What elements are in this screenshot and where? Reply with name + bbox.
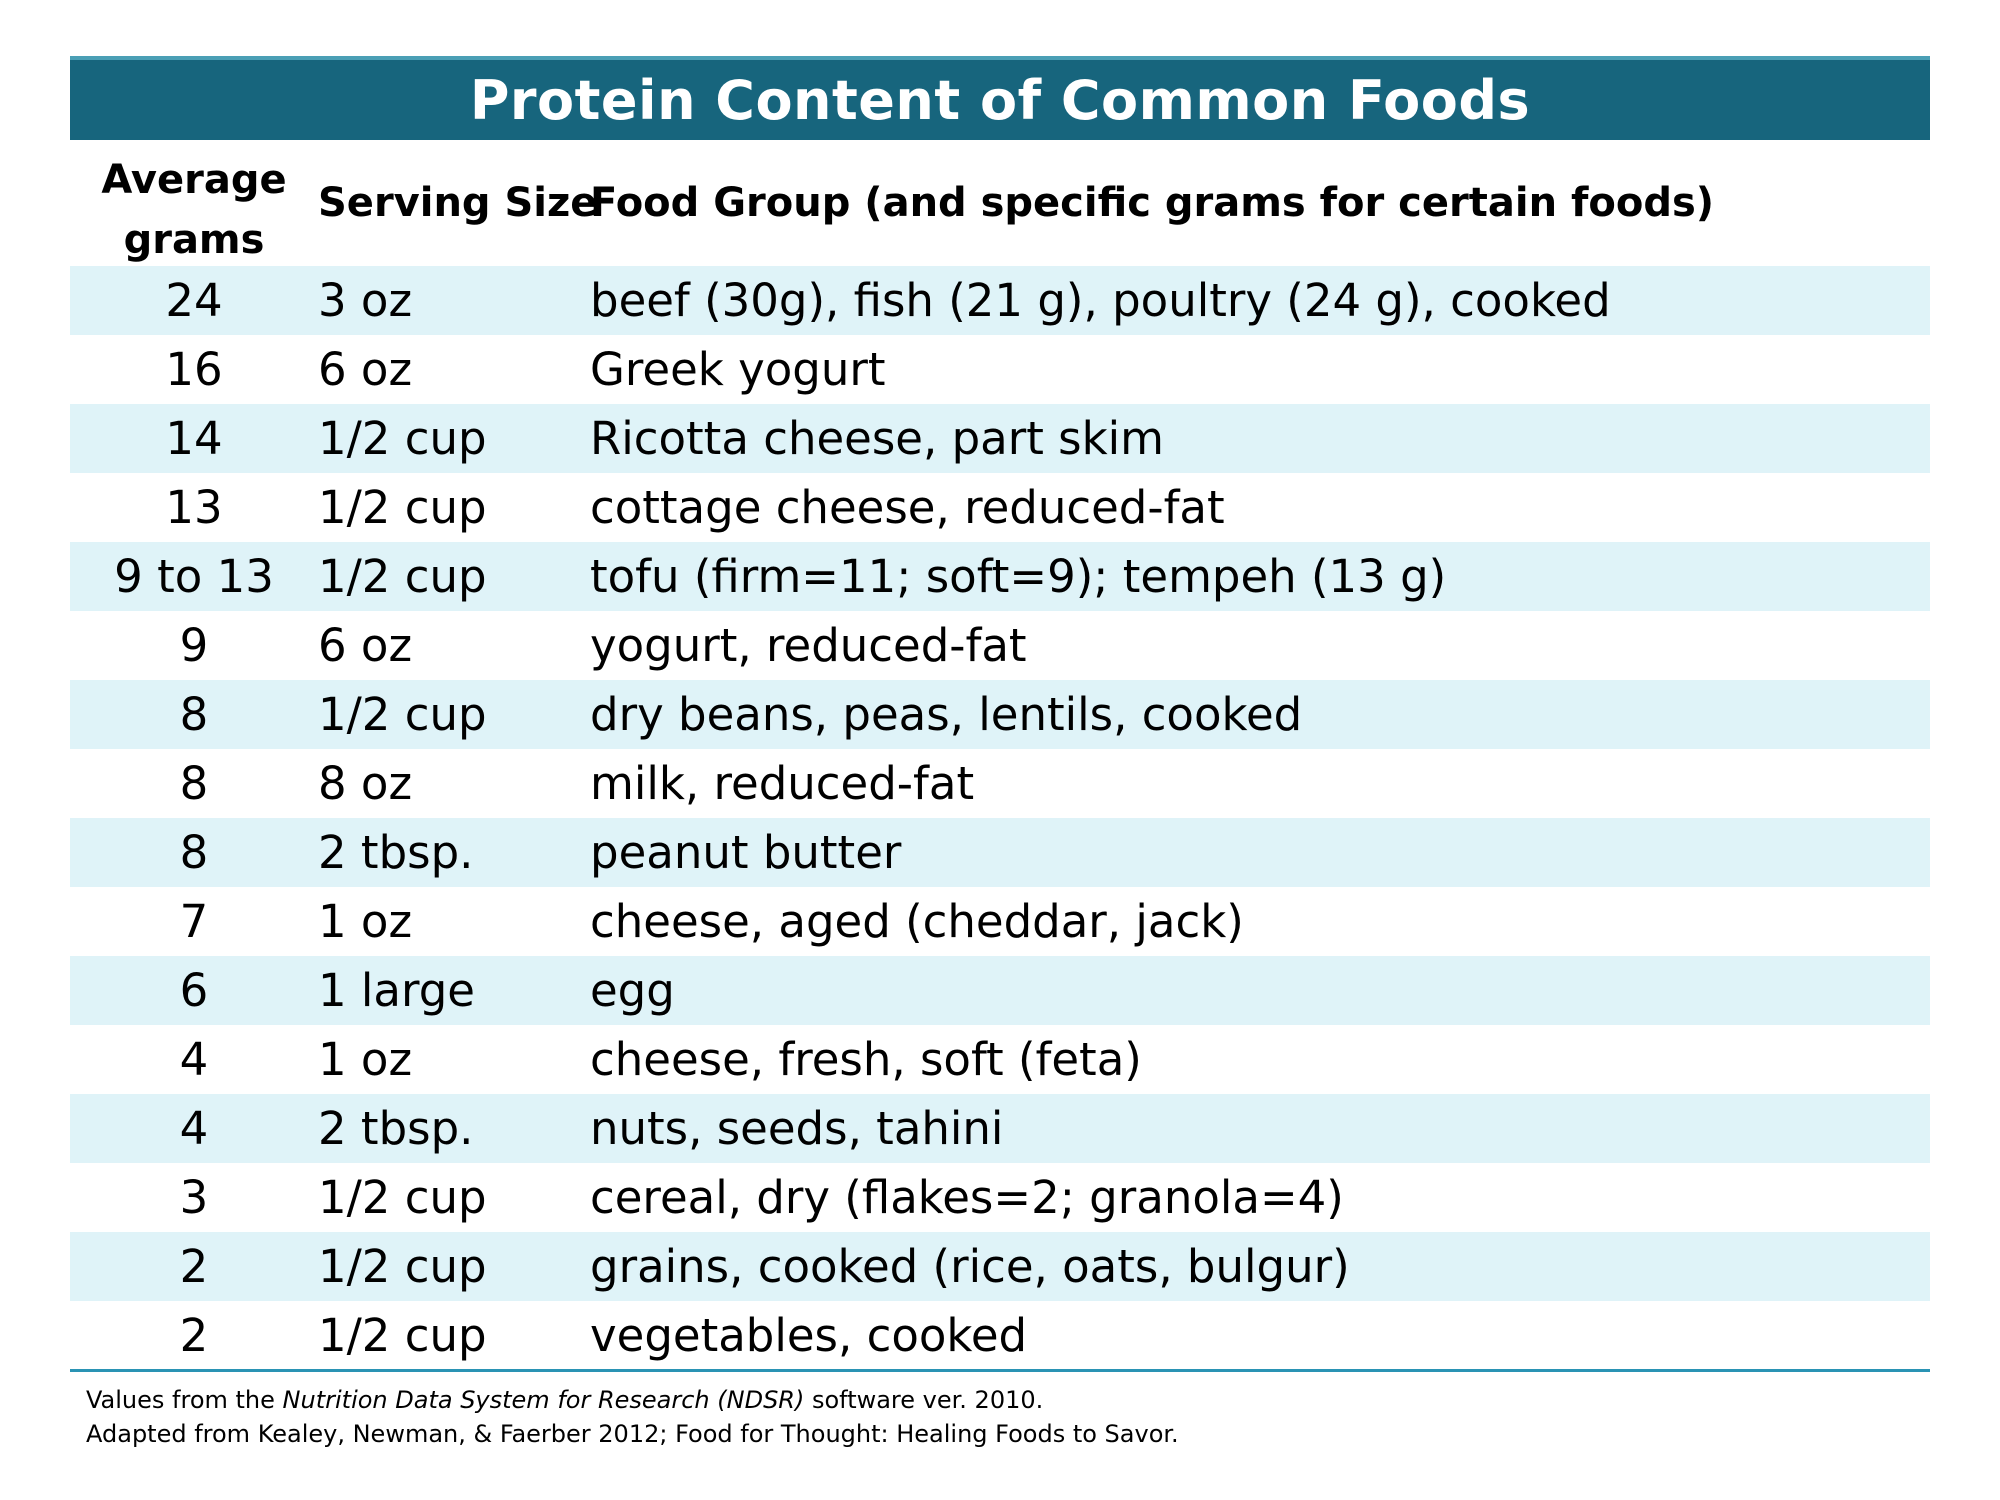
- cell-food-group: vegetables, cooked: [590, 1309, 1028, 1362]
- cell-food-group: cheese, aged (cheddar, jack): [590, 895, 1244, 948]
- cell-serving-size: 1/2 cup: [318, 481, 487, 534]
- cell-food-group: dry beans, peas, lentils, cooked: [590, 688, 1303, 741]
- cell-food-group: beef (30g), fish (21 g), poultry (24 g),…: [590, 274, 1611, 327]
- table-row: 9 6 oz yogurt, reduced-fat: [70, 611, 1930, 680]
- cell-food-group: milk, reduced-fat: [590, 757, 975, 810]
- footnote-source-suffix: software ver. 2010.: [804, 1386, 1044, 1414]
- table-row: 16 6 oz Greek yogurt: [70, 335, 1930, 404]
- table-row: 6 1 large egg: [70, 956, 1930, 1025]
- cell-serving-size: 2 tbsp.: [318, 1102, 474, 1155]
- cell-food-group: yogurt, reduced-fat: [590, 619, 1027, 672]
- table-row: 8 1/2 cup dry beans, peas, lentils, cooked: [70, 680, 1930, 749]
- cell-average-grams: 9: [179, 619, 209, 672]
- table-row: 2 1/2 cup grains, cooked (rice, oats, bulg…: [70, 1232, 1930, 1301]
- cell-average-grams: 7: [179, 895, 209, 948]
- header-grams-line1: Average: [101, 157, 287, 203]
- table-row: 13 1/2 cup cottage cheese, reduced-fat: [70, 473, 1930, 542]
- cell-food-group: grains, cooked (rice, oats, bulgur): [590, 1240, 1350, 1293]
- header-serving-size: Serving Size: [318, 180, 598, 226]
- cell-food-group: peanut butter: [590, 826, 902, 879]
- table-header: Average grams Serving Size Food Group (a…: [70, 140, 1930, 266]
- footnote-source-prefix: Values from the: [86, 1386, 283, 1414]
- cell-average-grams: 16: [165, 343, 223, 396]
- bottom-rule: [70, 1369, 1930, 1372]
- cell-average-grams: 8: [179, 757, 209, 810]
- table-row: 14 1/2 cup Ricotta cheese, part skim: [70, 404, 1930, 473]
- cell-average-grams: 8: [179, 688, 209, 741]
- table-row: 8 8 oz milk, reduced-fat: [70, 749, 1930, 818]
- cell-average-grams: 3: [179, 1171, 209, 1224]
- cell-average-grams: 13: [165, 481, 223, 534]
- cell-serving-size: 1 oz: [318, 1033, 413, 1086]
- footnote-source: Values from the Nutrition Data System fo…: [86, 1386, 1043, 1414]
- cell-average-grams: 24: [165, 274, 223, 327]
- cell-food-group: egg: [590, 964, 675, 1017]
- page-title: Protein Content of Common Foods: [469, 68, 1531, 132]
- cell-average-grams: 8: [179, 826, 209, 879]
- table-row: 24 3 oz beef (30g), fish (21 g), poultry (…: [70, 266, 1930, 335]
- footnote-source-name: Nutrition Data System for Research (NDSR…: [282, 1386, 805, 1414]
- cell-food-group: nuts, seeds, tahini: [590, 1102, 1004, 1155]
- footnote-adapted: Adapted from Kealey, Newman, & Faerber 2…: [86, 1420, 1179, 1448]
- cell-serving-size: 1/2 cup: [318, 688, 487, 741]
- cell-serving-size: 6 oz: [318, 343, 413, 396]
- title-bar: Protein Content of Common Foods: [70, 56, 1930, 140]
- cell-serving-size: 1/2 cup: [318, 1171, 487, 1224]
- cell-average-grams: 2: [179, 1309, 209, 1362]
- cell-serving-size: 1/2 cup: [318, 1309, 487, 1362]
- cell-food-group: cereal, dry (flakes=2; granola=4): [590, 1171, 1344, 1224]
- cell-serving-size: 2 tbsp.: [318, 826, 474, 879]
- table-body: 24 3 oz beef (30g), fish (21 g), poultry (…: [70, 266, 1930, 1370]
- cell-food-group: cottage cheese, reduced-fat: [590, 481, 1225, 534]
- cell-serving-size: 3 oz: [318, 274, 413, 327]
- header-average-grams: Average grams: [70, 150, 318, 270]
- cell-serving-size: 6 oz: [318, 619, 413, 672]
- cell-average-grams: 4: [179, 1102, 209, 1155]
- cell-serving-size: 1/2 cup: [318, 1240, 487, 1293]
- table-row: 3 1/2 cup cereal, dry (flakes=2; granola=4…: [70, 1163, 1930, 1232]
- cell-food-group: cheese, fresh, soft (feta): [590, 1033, 1142, 1086]
- cell-average-grams: 6: [179, 964, 209, 1017]
- cell-serving-size: 1/2 cup: [318, 550, 487, 603]
- cell-average-grams: 9 to 13: [114, 550, 274, 603]
- cell-food-group: Greek yogurt: [590, 343, 886, 396]
- header-grams-line2: grams: [123, 217, 265, 263]
- table-row: 2 1/2 cup vegetables, cooked: [70, 1301, 1930, 1370]
- cell-serving-size: 1 oz: [318, 895, 413, 948]
- cell-food-group: tofu (firm=11; soft=9); tempeh (13 g): [590, 550, 1447, 603]
- table-row: 4 2 tbsp. nuts, seeds, tahini: [70, 1094, 1930, 1163]
- cell-serving-size: 1/2 cup: [318, 412, 487, 465]
- table-row: 8 2 tbsp. peanut butter: [70, 818, 1930, 887]
- cell-average-grams: 14: [165, 412, 223, 465]
- table-row: 9 to 13 1/2 cup tofu (firm=11; soft=9); te…: [70, 542, 1930, 611]
- table-row: 4 1 oz cheese, fresh, soft (feta): [70, 1025, 1930, 1094]
- cell-serving-size: 8 oz: [318, 757, 413, 810]
- cell-average-grams: 4: [179, 1033, 209, 1086]
- header-food-group: Food Group (and specific grams for certa…: [590, 180, 1715, 226]
- table-row: 7 1 oz cheese, aged (cheddar, jack): [70, 887, 1930, 956]
- cell-serving-size: 1 large: [318, 964, 475, 1017]
- cell-food-group: Ricotta cheese, part skim: [590, 412, 1165, 465]
- cell-average-grams: 2: [179, 1240, 209, 1293]
